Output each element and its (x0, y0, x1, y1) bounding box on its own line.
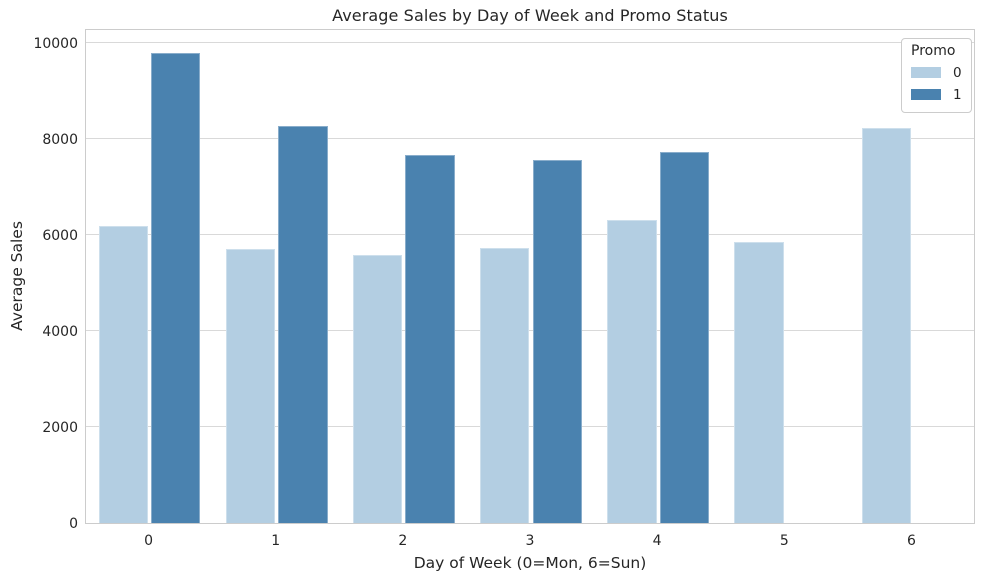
legend-item-promo-1: 1 (911, 85, 962, 104)
gridline (86, 330, 974, 332)
y-tick-label: 6000 (42, 227, 78, 244)
gridline (86, 426, 974, 428)
x-tick-label: 5 (779, 533, 789, 549)
x-tick-label: 3 (525, 533, 535, 549)
bar-day5-promo0 (734, 242, 784, 523)
x-tick-label: 1 (271, 533, 281, 549)
x-tick-label: 2 (398, 533, 408, 549)
y-tick-label: 2000 (42, 419, 78, 436)
gridline (86, 138, 974, 140)
y-tick-label: 10000 (33, 35, 78, 52)
bar-day4-promo0 (607, 219, 657, 523)
plot-area (85, 29, 975, 524)
bar-day4-promo1 (659, 151, 709, 523)
x-tick-label: 4 (652, 533, 662, 549)
x-tick-label: 6 (906, 533, 916, 549)
legend-label-promo-1: 1 (953, 86, 962, 103)
bar-day3-promo0 (480, 247, 530, 523)
y-tick-label: 8000 (42, 131, 78, 148)
legend-swatch-promo-1 (911, 89, 941, 100)
bar-day1-promo0 (225, 249, 276, 523)
bar-day2-promo1 (405, 155, 455, 523)
y-tick-label: 4000 (42, 323, 78, 340)
legend-swatch-promo-0 (911, 67, 941, 78)
chart-title: Average Sales by Day of Week and Promo S… (332, 6, 728, 25)
bar-day2-promo0 (353, 254, 403, 523)
bar-day0-promo0 (98, 226, 149, 523)
bar-day1-promo1 (278, 126, 328, 523)
bar-day6-promo0 (861, 128, 911, 523)
x-axis-label: Day of Week (0=Mon, 6=Sun) (413, 554, 647, 572)
legend-title: Promo (911, 43, 956, 59)
gridline (86, 234, 974, 236)
bar-day3-promo1 (532, 159, 582, 523)
legend-item-promo-0: 0 (911, 63, 962, 82)
legend: Promo 0 1 (901, 38, 972, 113)
legend-label-promo-0: 0 (953, 64, 962, 81)
bar-day0-promo1 (151, 53, 201, 523)
y-tick-label: 0 (69, 516, 78, 532)
gridline (86, 42, 974, 44)
x-tick-label: 0 (144, 533, 154, 549)
